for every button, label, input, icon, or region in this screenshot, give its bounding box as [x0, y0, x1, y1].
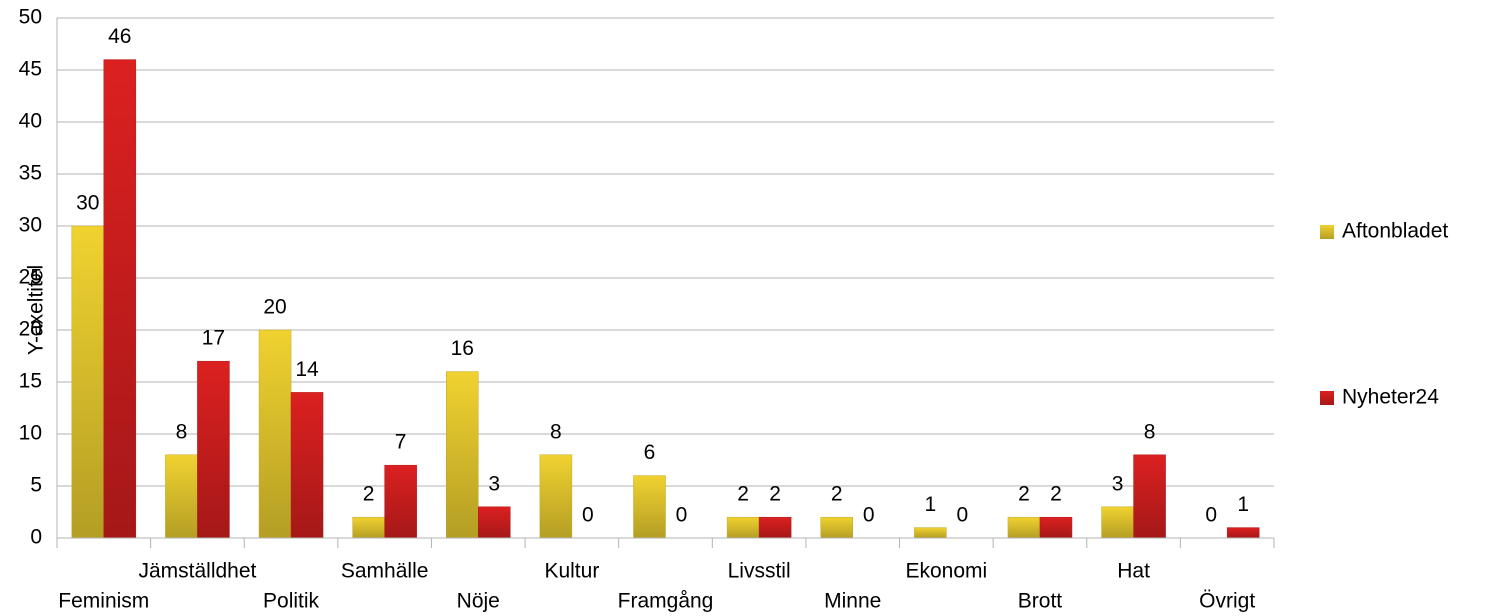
x-tick-label: Ekonomi [905, 560, 987, 583]
y-tick-label: 10 [19, 422, 42, 445]
data-label: 17 [202, 327, 225, 350]
bar [258, 329, 292, 539]
bar [290, 392, 324, 539]
bar [1226, 527, 1260, 539]
bar [384, 464, 417, 539]
data-label: 0 [676, 504, 688, 527]
x-tick-label: Framgång [618, 590, 714, 613]
legend-label: Aftonbladet [1342, 220, 1448, 243]
x-tick-label: Minne [824, 590, 881, 613]
bar [103, 59, 137, 539]
data-label: 2 [1018, 483, 1030, 506]
bar [726, 516, 760, 539]
bar [71, 225, 105, 539]
data-label: 1 [925, 493, 937, 516]
x-tick-label: Övrigt [1199, 590, 1255, 613]
data-label: 2 [769, 483, 781, 506]
bar [1101, 506, 1134, 539]
x-tick-label: Hat [1117, 560, 1150, 583]
y-tick-label: 40 [19, 110, 42, 133]
data-label: 8 [1144, 420, 1156, 443]
bar [352, 516, 385, 539]
x-tick-label: Feminism [58, 590, 149, 613]
y-axis-label: Y-axeltitel [25, 265, 48, 355]
y-tick-label: 35 [19, 162, 42, 185]
y-tick-label: 30 [19, 214, 42, 237]
data-label: 1 [1237, 493, 1249, 516]
data-label: 46 [108, 25, 131, 48]
bar [446, 371, 479, 539]
data-label: 3 [488, 472, 500, 495]
data-label: 14 [295, 358, 319, 381]
bar [758, 516, 792, 539]
x-tick-label: Livsstil [728, 560, 791, 583]
bar [1133, 454, 1166, 539]
data-label: 0 [863, 504, 875, 527]
x-tick-label: Brott [1018, 590, 1063, 613]
y-tick-label: 0 [30, 526, 42, 549]
data-label: 6 [644, 441, 656, 464]
x-tick-label: Politik [263, 590, 320, 613]
bar [165, 454, 198, 539]
bar [633, 475, 666, 539]
data-label: 7 [395, 431, 407, 454]
data-label: 3 [1112, 472, 1124, 495]
y-tick-label: 50 [19, 6, 42, 29]
legend-swatch [1320, 225, 1334, 239]
y-tick-label: 45 [19, 58, 42, 81]
data-label: 0 [582, 504, 594, 527]
bar [1039, 516, 1073, 539]
x-tick-label: Samhälle [341, 560, 429, 583]
x-tick-label: Jämställdhet [138, 560, 256, 583]
data-label: 16 [451, 337, 474, 360]
bar [539, 454, 573, 539]
y-tick-label: 20 [19, 318, 42, 341]
data-label: 2 [1050, 483, 1062, 506]
bar [197, 360, 230, 539]
data-label: 8 [550, 420, 562, 443]
x-tick-label: Nöje [457, 590, 500, 613]
legend-swatch [1320, 391, 1334, 405]
bar [1007, 516, 1041, 539]
data-label: 30 [76, 192, 99, 215]
y-tick-label: 15 [19, 370, 42, 393]
data-label: 2 [737, 483, 749, 506]
bar [914, 527, 947, 539]
data-label: 2 [363, 483, 375, 506]
bar [478, 506, 511, 539]
bar [820, 516, 853, 539]
legend-label: Nyheter24 [1342, 386, 1439, 409]
data-label: 8 [176, 420, 188, 443]
data-label: 2 [831, 483, 843, 506]
y-tick-label: 5 [30, 474, 42, 497]
x-tick-label: Kultur [544, 560, 599, 583]
data-label: 0 [1205, 504, 1217, 527]
y-tick-label: 25 [19, 266, 42, 289]
data-label: 20 [263, 296, 286, 319]
data-label: 0 [957, 504, 969, 527]
